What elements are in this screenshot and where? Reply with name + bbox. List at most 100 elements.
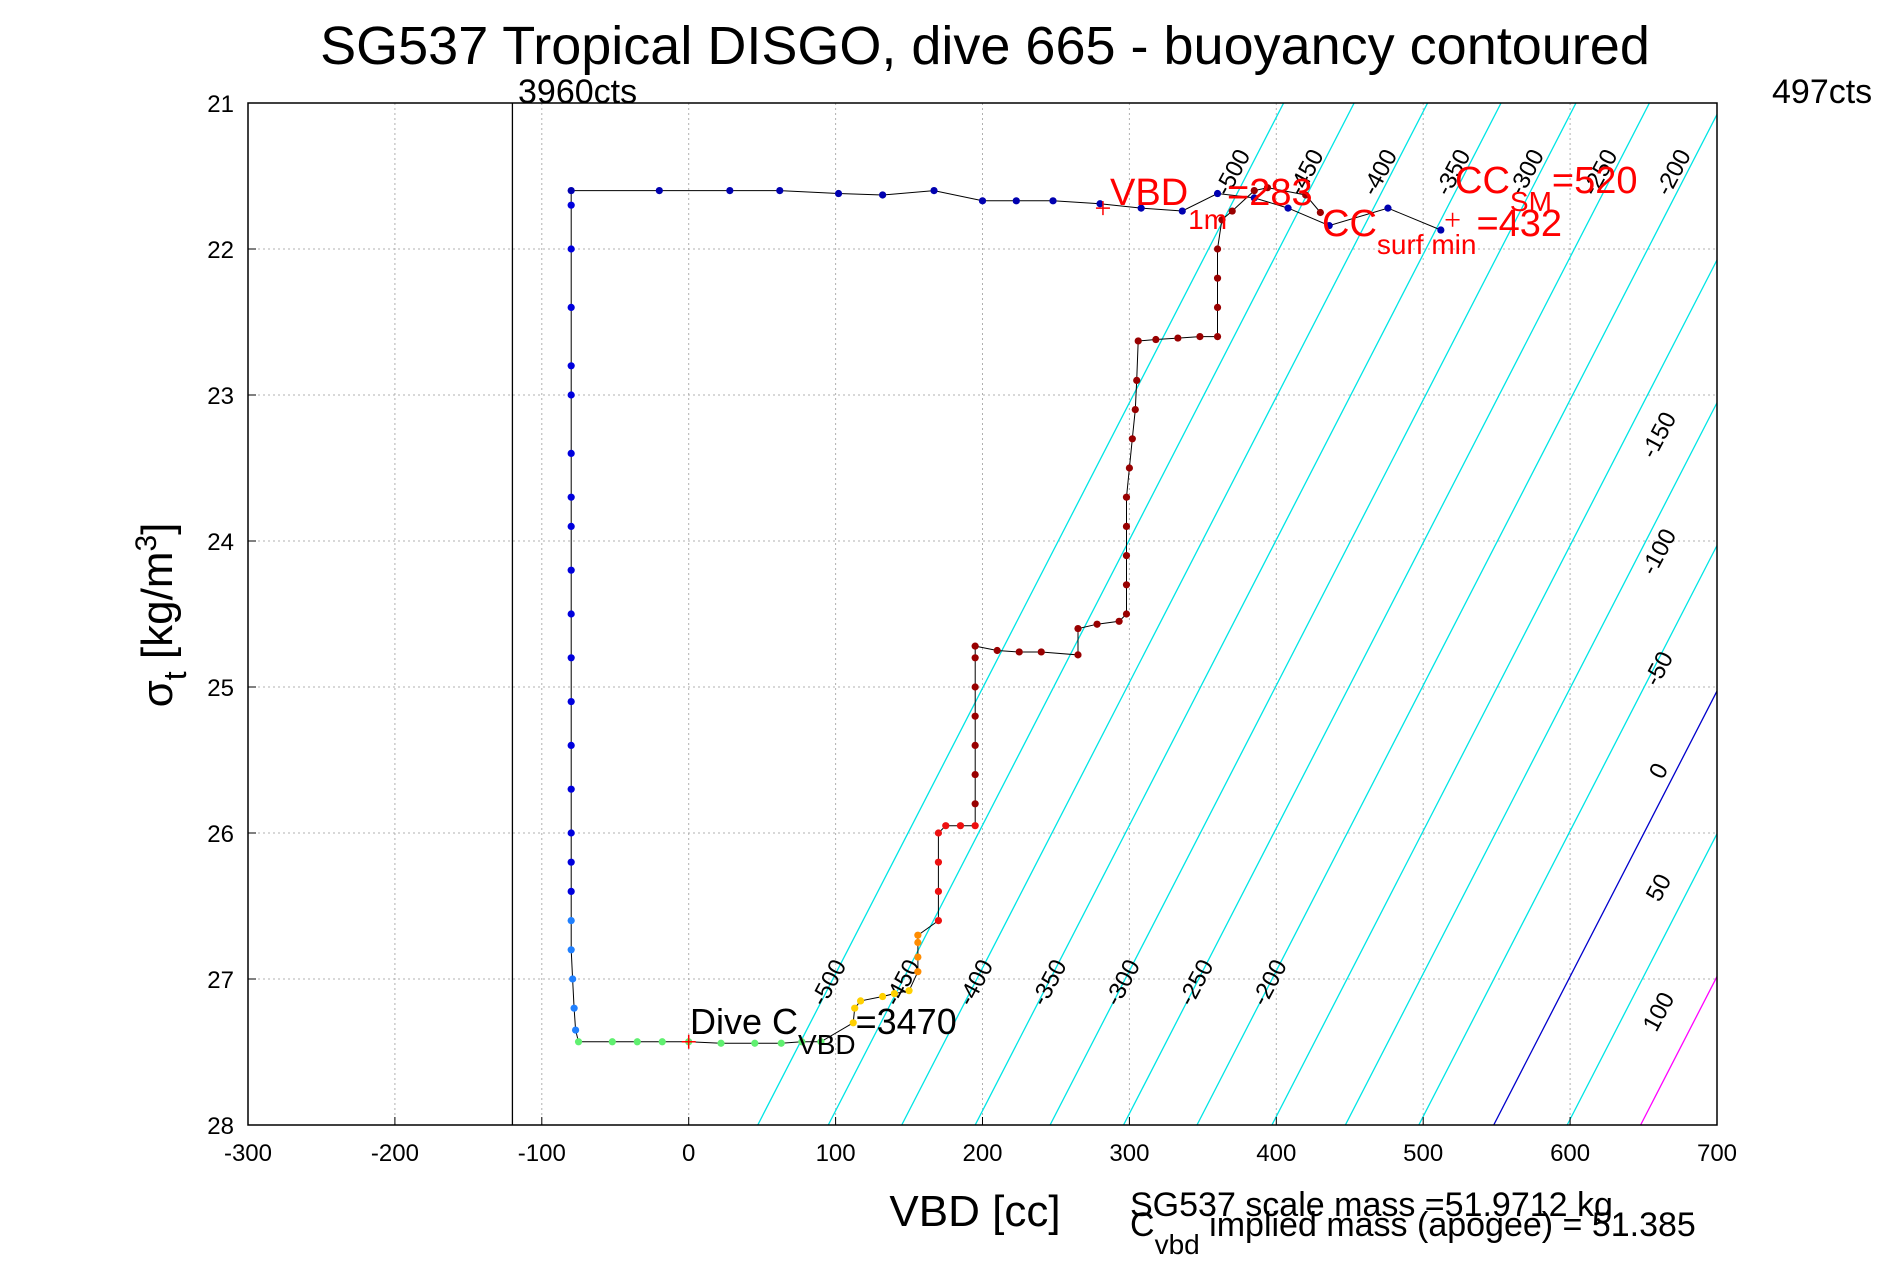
point-descent-7 bbox=[567, 522, 575, 531]
annotation-cc-main: CC bbox=[1455, 160, 1510, 202]
point-dive-top-8 bbox=[1012, 197, 1020, 205]
footer-implied-rest: implied mass (apogee) = 51.385 bbox=[1200, 1206, 1696, 1244]
point-descent-16 bbox=[567, 887, 575, 896]
point-descent-deep-2 bbox=[569, 975, 577, 983]
point-ascent-3 bbox=[971, 712, 979, 720]
point-dive-top-9 bbox=[1049, 197, 1057, 205]
point-ascent-2 bbox=[971, 741, 979, 750]
point-dive-top-15 bbox=[1284, 204, 1292, 212]
contour-line-9 bbox=[1418, 544, 1717, 1125]
y-tick-label-4: 25 bbox=[207, 675, 234, 702]
point-descent-15 bbox=[567, 858, 575, 866]
y-axis-label-base: σ bbox=[133, 680, 182, 707]
point-ascent-1 bbox=[971, 771, 979, 779]
point-descent-12 bbox=[567, 741, 575, 750]
point-climb-yellow-0 bbox=[849, 1019, 857, 1027]
point-ascent-22 bbox=[1133, 376, 1141, 384]
point-dive-top-5 bbox=[879, 191, 887, 199]
point-dive-top-4 bbox=[834, 189, 843, 198]
y-tick-label-3: 24 bbox=[207, 529, 234, 556]
point-bottom-1 bbox=[608, 1038, 616, 1046]
point-climb-red-3 bbox=[934, 829, 943, 837]
point-bottom-7 bbox=[777, 1039, 785, 1047]
point-ascent-28 bbox=[1213, 303, 1222, 311]
point-ascent-25 bbox=[1174, 334, 1182, 342]
point-ascent-31 bbox=[1218, 216, 1226, 224]
point-climb-red-5 bbox=[956, 822, 965, 830]
point-dive-top-2 bbox=[726, 187, 734, 195]
point-descent-2 bbox=[567, 303, 575, 311]
profile-line bbox=[570, 187, 1321, 1044]
point-ascent-16 bbox=[1122, 552, 1131, 560]
point-climb-red-2 bbox=[934, 858, 943, 866]
point-ascent-19 bbox=[1125, 464, 1133, 472]
x-tick-label-9: 600 bbox=[1550, 1140, 1590, 1167]
point-climb-orange-3 bbox=[914, 931, 922, 939]
point-ascent-18 bbox=[1122, 493, 1131, 501]
point-ascent-13 bbox=[1115, 617, 1123, 625]
x-tick-label-8: 500 bbox=[1403, 1140, 1443, 1167]
counts-label-left: 3960cts bbox=[518, 73, 637, 111]
footer-implied-main: C bbox=[1130, 1206, 1155, 1244]
point-ascent-20 bbox=[1128, 435, 1136, 443]
point-descent-4 bbox=[567, 391, 575, 399]
point-dive-top-0 bbox=[567, 187, 575, 195]
point-bottom-9 bbox=[817, 1038, 825, 1046]
point-dive-top-11 bbox=[1137, 204, 1145, 212]
y-axis-ticks: 21 22 23 24 25 26 27 28 bbox=[207, 91, 256, 1140]
point-bottom-5 bbox=[717, 1039, 725, 1047]
point-descent-deep-4 bbox=[571, 1026, 580, 1034]
point-descent-5 bbox=[567, 449, 575, 457]
annotation-cc-sub: SM bbox=[1510, 186, 1552, 217]
point-climb-yellow-1 bbox=[851, 1004, 859, 1012]
point-descent-13 bbox=[567, 785, 575, 793]
point-climb-orange-0 bbox=[914, 968, 922, 976]
point-bottom-0 bbox=[574, 1038, 583, 1046]
point-ascent-15 bbox=[1122, 581, 1131, 589]
point-ascent-9 bbox=[1037, 648, 1045, 656]
point-ascent-17 bbox=[1122, 522, 1131, 531]
point-ascent-0 bbox=[971, 800, 979, 808]
annotation-vbd-main: VBD bbox=[1110, 172, 1188, 214]
point-descent-deep-1 bbox=[567, 946, 575, 954]
marker-plus-1 bbox=[681, 1034, 696, 1049]
x-tick-label-7: 400 bbox=[1256, 1140, 1296, 1167]
point-ascent-14 bbox=[1122, 610, 1131, 618]
point-descent-8 bbox=[567, 566, 575, 574]
point-descent-11 bbox=[567, 698, 575, 706]
contour-line-6 bbox=[1196, 112, 1717, 1125]
point-dive-top-13 bbox=[1213, 189, 1222, 198]
annotation-ccsm-sub: surf min bbox=[1377, 229, 1477, 260]
point-dive-top-1 bbox=[655, 187, 663, 195]
point-bottom-8 bbox=[798, 1038, 806, 1046]
contour-line-0 bbox=[757, 103, 1285, 1125]
marker-plus-0 bbox=[1095, 201, 1110, 216]
point-ascent-8 bbox=[1015, 648, 1023, 656]
y-axis-label: σt [kg/m3] bbox=[130, 523, 193, 708]
point-bottom-3 bbox=[658, 1038, 666, 1046]
point-climb-yellow-2 bbox=[856, 997, 865, 1005]
y-tick-label-1: 22 bbox=[207, 237, 234, 264]
x-tick-label-10: 700 bbox=[1697, 1140, 1737, 1167]
y-tick-label-5: 26 bbox=[207, 821, 234, 848]
point-descent-3 bbox=[567, 362, 575, 370]
point-dive-top-12 bbox=[1178, 207, 1186, 215]
point-climb-red-6 bbox=[971, 822, 979, 830]
y-tick-label-7: 28 bbox=[207, 1113, 234, 1140]
annotation-dive-cvbd: Dive CVBD=3470 bbox=[690, 1001, 957, 1060]
annotation-dive-sub: VBD bbox=[798, 1029, 856, 1060]
point-descent-9 bbox=[567, 610, 575, 618]
point-ascent-32 bbox=[1228, 207, 1236, 215]
point-ascent-26 bbox=[1196, 333, 1204, 341]
point-ascent-27 bbox=[1213, 333, 1222, 341]
contour-line-10 bbox=[1493, 689, 1717, 1125]
data-series bbox=[567, 184, 1445, 1047]
point-climb-yellow-4 bbox=[890, 990, 898, 998]
point-descent-1 bbox=[567, 245, 575, 253]
point-dive-top-7 bbox=[978, 197, 987, 205]
contour-line-4 bbox=[1049, 103, 1577, 1125]
x-tick-label-4: 100 bbox=[816, 1140, 856, 1167]
annotation-vbd-sub: 1m bbox=[1188, 204, 1227, 235]
point-bottom-6 bbox=[751, 1039, 759, 1047]
